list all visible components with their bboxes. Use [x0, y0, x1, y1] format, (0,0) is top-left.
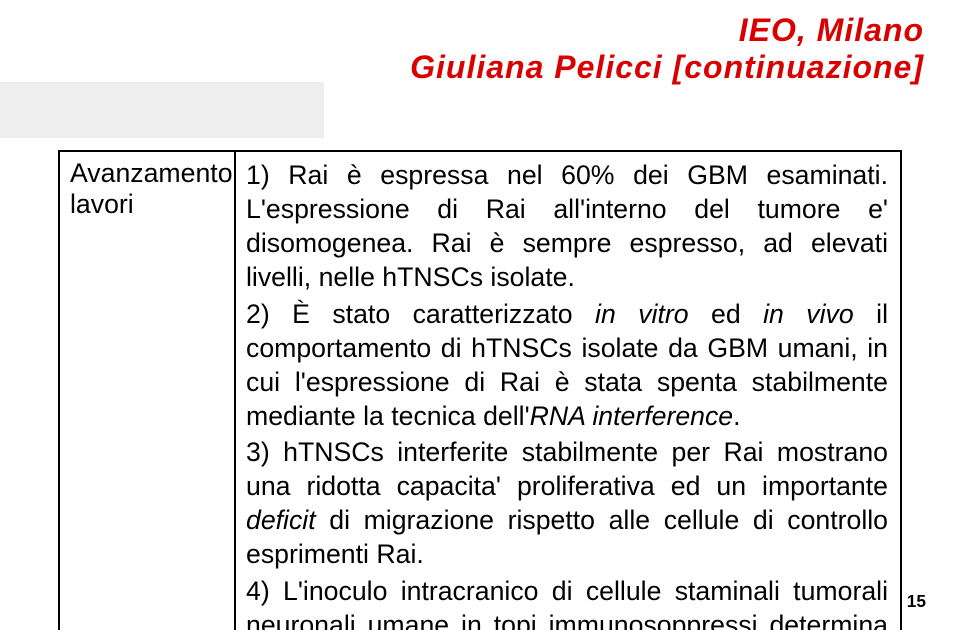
table-row: Avanzamento lavori 1) Rai è espressa nel… [60, 152, 900, 630]
header-line-1: IEO, Milano [410, 12, 924, 49]
text-run-italic: RNA interference [530, 401, 733, 431]
decorative-strip [0, 82, 324, 138]
text-run: 4) L'inoculo intracranico di cellule sta… [246, 576, 888, 630]
text-run: 3) hTNSCs interferite stabilmente per Ra… [246, 437, 888, 501]
para-4: 4) L'inoculo intracranico di cellule sta… [246, 574, 888, 630]
text-run: ed [689, 299, 764, 329]
para-2: 2) È stato caratterizzato in vitro ed in… [246, 297, 888, 434]
text-run-italic: in vitro [595, 299, 689, 329]
left-label-line2: lavori [70, 189, 224, 220]
body-cell: 1) Rai è espressa nel 60% dei GBM esamin… [236, 152, 900, 630]
text-run-italic: in vivo [763, 299, 854, 329]
left-label-cell: Avanzamento lavori [60, 152, 236, 630]
text-run: 1) Rai è espressa nel 60% dei GBM esamin… [246, 160, 888, 292]
header-line-2: Giuliana Pelicci [continuazione] [410, 49, 924, 86]
text-run: di migrazione rispetto alle cellule di c… [246, 505, 888, 569]
slide-header: IEO, Milano Giuliana Pelicci [continuazi… [410, 12, 924, 86]
text-run: . [733, 401, 740, 431]
text-run: 2) È stato caratterizzato [246, 299, 595, 329]
para-3: 3) hTNSCs interferite stabilmente per Ra… [246, 435, 888, 572]
left-label-line1: Avanzamento [70, 158, 224, 189]
page-number: 15 [907, 591, 926, 612]
text-run-italic: deficit [246, 505, 316, 535]
content-table: Avanzamento lavori 1) Rai è espressa nel… [58, 150, 902, 630]
para-1: 1) Rai è espressa nel 60% dei GBM esamin… [246, 158, 888, 295]
